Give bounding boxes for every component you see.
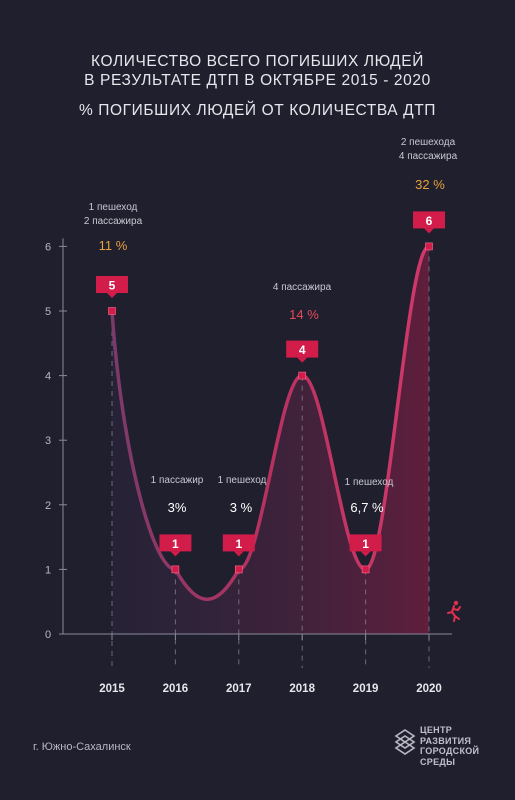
annotation-2019: 1 пешеход <box>327 476 411 490</box>
percent-label-2020: 32 % <box>415 177 445 192</box>
logo-icon <box>394 729 416 755</box>
value-label: 1 <box>172 537 179 551</box>
x-tick-label: 2018 <box>289 683 315 695</box>
chart-title-line-2: В РЕЗУЛЬТАТЕ ДТП В ОКТЯБРЕ 2015 - 2020 <box>84 72 431 89</box>
logo-text-line-2: РАЗВИТИЯ <box>420 735 472 746</box>
pedestrian-icon <box>447 600 461 622</box>
annotation-2018-line1: 4 пассажира <box>272 282 332 293</box>
data-point <box>425 242 433 251</box>
x-tick-label: 2019 <box>353 683 379 695</box>
x-tick-label: 2016 <box>163 683 189 695</box>
series-line <box>110 244 431 601</box>
logo-text-line-3: ГОРОДСКОЙ <box>420 746 480 756</box>
value-label-box <box>413 211 445 229</box>
x-tick-label: 2020 <box>416 683 442 695</box>
annotation-2017-line1: 1 пешеход <box>217 475 267 486</box>
city-label: г. Южно-Сахалинск <box>33 741 131 753</box>
annotation-2018: 4 пассажира <box>255 281 349 295</box>
value-label: 1 <box>235 537 242 551</box>
annotation-2015: 1 пешеход 2 пассажира <box>68 201 158 229</box>
y-tick-label: 4 <box>45 371 51 383</box>
value-label-pointer <box>107 293 117 298</box>
chart-title-line-1: КОЛИЧЕСТВО ВСЕГО ПОГИБШИХ ЛЮДЕЙ <box>91 53 424 70</box>
annotation-2019-line1: 1 пешеход <box>344 477 394 488</box>
data-point <box>108 307 116 315</box>
y-tick-label: 1 <box>45 564 51 576</box>
percent-label-2019: 6,7 % <box>350 500 384 515</box>
data-point <box>361 565 370 574</box>
y-tick-label: 6 <box>45 241 51 253</box>
data-point <box>171 565 180 574</box>
percent-label-2016: 3% <box>167 500 187 515</box>
value-label: 5 <box>109 279 116 293</box>
logo-text-line-1: ЦЕНТР <box>420 725 453 735</box>
annotation-2020-line2: 4 пассажира <box>398 151 458 162</box>
data-point <box>298 371 307 380</box>
y-tick-label: 3 <box>45 435 51 447</box>
x-tick-label: 2015 <box>99 683 125 695</box>
annotation-2015-line1: 1 пешеход <box>88 202 138 213</box>
value-label: 6 <box>426 214 433 228</box>
value-label-box <box>349 534 382 552</box>
chart-subtitle: % ПОГИБШИХ ЛЮДЕЙ ОТ КОЛИЧЕСТВА ДТП <box>78 102 437 119</box>
annotation-2020-line1: 2 пешехода <box>400 137 456 148</box>
value-label-pointer <box>360 551 371 557</box>
logo-text-line-4: СРЕДЫ <box>420 756 456 767</box>
chart-title-block: КОЛИЧЕСТВО ВСЕГО ПОГИБШИХ ЛЮДЕЙ В РЕЗУЛЬ… <box>0 52 515 120</box>
annotation-2017: 1 пешеход <box>200 474 284 488</box>
data-point <box>235 565 243 574</box>
value-label-pointer <box>170 551 181 557</box>
value-label-pointer <box>424 228 434 234</box>
logo-text: ЦЕНТР РАЗВИТИЯ ГОРОДСКОЙ СРЕДЫ <box>420 725 479 767</box>
y-tick-label: 5 <box>45 306 51 318</box>
value-label-box <box>222 534 255 552</box>
value-label-pointer <box>233 551 244 557</box>
annotation-2016-line1: 1 пассажир <box>150 475 204 486</box>
annotation-2016: 1 пассажир <box>135 474 219 488</box>
percent-label-2015: 11 % <box>98 238 128 253</box>
percent-label-2018: 14 % <box>289 307 319 322</box>
series-area <box>112 246 429 634</box>
value-label-box <box>286 340 319 358</box>
annotation-2020: 2 пешехода 4 пассажира <box>383 136 473 164</box>
organization-logo: ЦЕНТР РАЗВИТИЯ ГОРОДСКОЙ СРЕДЫ <box>394 724 504 767</box>
value-label-box <box>96 276 128 293</box>
value-label: 4 <box>299 343 306 357</box>
y-tick-label: 0 <box>45 629 51 641</box>
value-label: 1 <box>362 537 369 551</box>
annotation-2015-line2: 2 пассажира <box>83 216 143 227</box>
value-label-box <box>159 534 192 552</box>
value-label-pointer <box>297 357 308 363</box>
percent-label-2017: 3 % <box>229 500 253 515</box>
x-tick-label: 2017 <box>226 683 252 695</box>
y-tick-label: 2 <box>45 500 51 512</box>
